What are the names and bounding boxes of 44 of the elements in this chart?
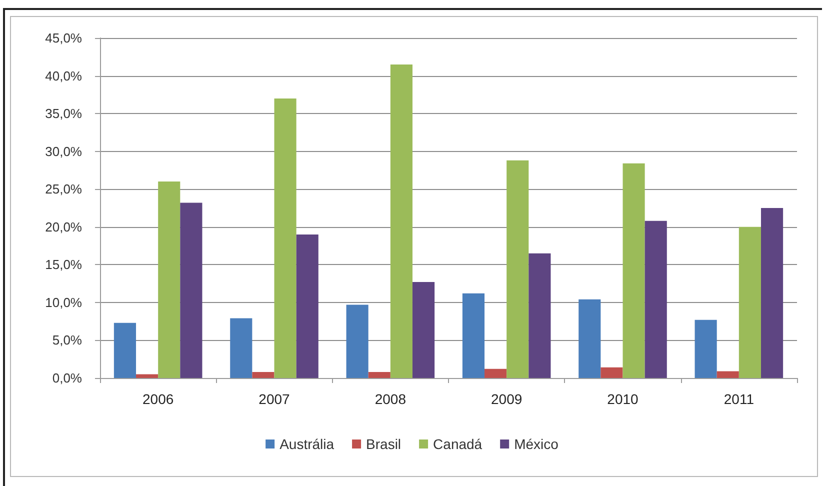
x-tick-label: 2011 <box>724 391 754 407</box>
y-tick-label: 5,0% <box>52 332 82 348</box>
bar <box>252 372 274 378</box>
bar <box>346 304 368 378</box>
bar <box>158 182 180 378</box>
y-tick-label: 20,0% <box>45 219 82 234</box>
legend-label: México <box>514 436 559 452</box>
y-tick-label: 15,0% <box>45 257 82 272</box>
bar <box>136 374 158 378</box>
bar <box>506 160 529 378</box>
y-tick-label: 30,0% <box>45 144 82 159</box>
bar <box>230 318 252 378</box>
bar <box>600 367 623 378</box>
y-tick-label: 0,0% <box>52 370 82 386</box>
bar <box>622 163 645 378</box>
y-tick-label: 35,0% <box>45 106 82 122</box>
bar <box>578 299 601 378</box>
bar <box>484 368 507 378</box>
y-tick-label: 25,0% <box>45 182 82 197</box>
x-tick-label: 2008 <box>374 391 406 407</box>
bar <box>760 208 784 378</box>
y-tick-label: 45,0% <box>45 30 82 46</box>
x-tick-label: 2009 <box>491 391 522 407</box>
y-tick-label: 10,0% <box>45 294 82 310</box>
bar <box>738 226 761 378</box>
y-tick-label: 40,0% <box>45 68 82 84</box>
bar <box>114 322 136 378</box>
x-tick-label: 2007 <box>258 391 290 407</box>
bar <box>462 293 485 378</box>
bar <box>716 371 739 378</box>
legend-label: Canadá <box>433 436 482 452</box>
bar <box>274 98 296 378</box>
bar <box>644 220 667 378</box>
legend-label: Austrália <box>280 436 334 452</box>
legend-label: Brasil <box>366 436 402 452</box>
bar <box>390 64 412 378</box>
bar <box>694 320 717 378</box>
bar <box>368 372 390 378</box>
x-tick-label: 2010 <box>607 391 639 407</box>
bar <box>528 253 551 378</box>
bar <box>180 202 202 378</box>
x-tick-label: 2006 <box>142 391 174 407</box>
bar <box>296 234 318 378</box>
bar <box>412 282 435 378</box>
